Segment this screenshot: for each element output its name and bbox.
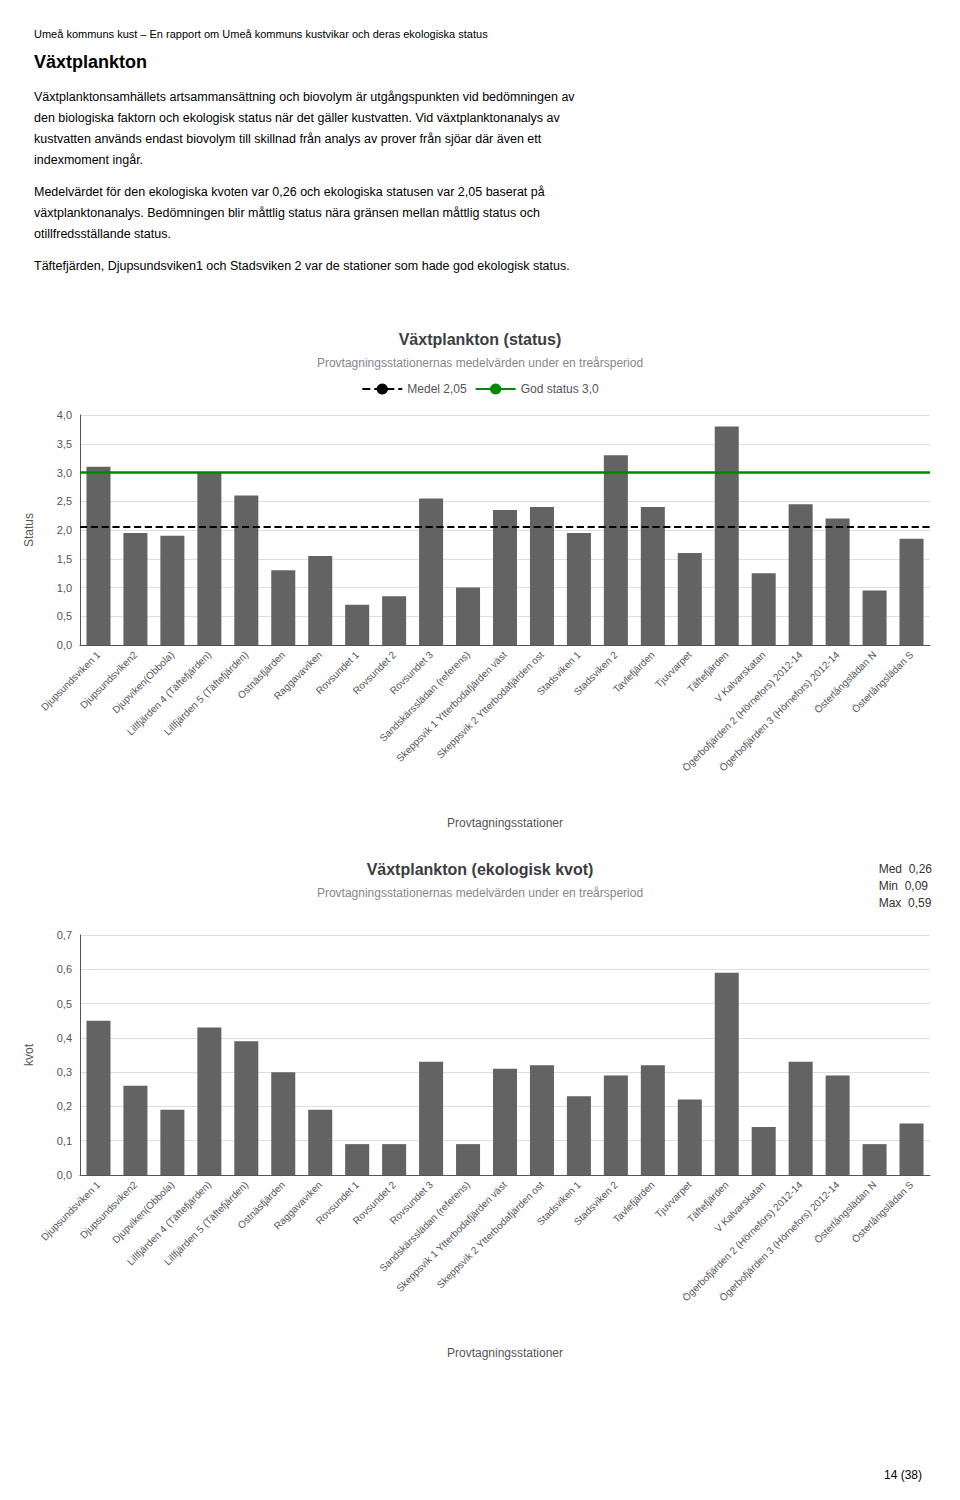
- html-text:indexmoment ingår.: indexmoment ingår.: [34, 153, 144, 167]
- svg-text:Rovsundet 3: Rovsundet 3: [387, 1179, 435, 1227]
- svg-text:Provtagningsstationer: Provtagningsstationer: [447, 1346, 563, 1360]
- svg-text:2,5: 2,5: [57, 495, 72, 507]
- svg-text:Ögerbofjärden 2 (Hörnefors) 20: Ögerbofjärden 2 (Hörnefors) 2012-14: [680, 1179, 805, 1304]
- svg-text:V Kalvarskatan: V Kalvarskatan: [712, 1179, 768, 1235]
- svg-text:Skeppsvik 1 Ytterbodafjärden v: Skeppsvik 1 Ytterbodafjärden väst: [394, 1179, 509, 1294]
- svg-text:0,5: 0,5: [57, 998, 72, 1010]
- svg-text:Österlångslädan S: Österlångslädan S: [850, 649, 916, 715]
- svg-text:4,0: 4,0: [57, 409, 72, 421]
- svg-text:Ostnäsfjärden: Ostnäsfjärden: [235, 1179, 288, 1231]
- svg-text:Sandskärsslädan (referens): Sandskärsslädan (referens): [377, 1179, 472, 1274]
- html-text:14 (38): 14 (38): [884, 1468, 922, 1482]
- svg-text:Djupsundsviken2: Djupsundsviken2: [77, 649, 140, 711]
- svg-text:Skeppsvik 1 Ytterbodafjärden v: Skeppsvik 1 Ytterbodafjärden väst: [394, 649, 509, 764]
- svg-text:Max 0,59: Max 0,59: [879, 896, 932, 910]
- svg-text:Rovsundet 2: Rovsundet 2: [350, 1179, 398, 1227]
- svg-text:0,5: 0,5: [57, 610, 72, 622]
- svg-text:Ögerbofjärden 2 (Hörnefors) 20: Ögerbofjärden 2 (Hörnefors) 2012-14: [680, 649, 805, 774]
- svg-text:0,6: 0,6: [57, 963, 72, 975]
- html-text:Växtplankton: Växtplankton: [34, 52, 147, 72]
- html-text:växtplanktonanalys. Bedömninge: växtplanktonanalys. Bedömningen blir måt…: [34, 206, 540, 220]
- svg-text:Tjuvvarpet: Tjuvvarpet: [652, 1179, 694, 1220]
- svg-text:Tjuvvarpet: Tjuvvarpet: [652, 649, 694, 690]
- svg-text:Ögerbofjärden 3 (Hörnefors) 20: Ögerbofjärden 3 (Hörnefors) 2012-14: [717, 1179, 842, 1304]
- svg-text:Min 0,09: Min 0,09: [879, 879, 929, 893]
- svg-text:3,5: 3,5: [57, 438, 72, 450]
- svg-text:Växtplankton (ekologisk kvot): Växtplankton (ekologisk kvot): [367, 861, 594, 878]
- html-text:Umeå kommuns kust – En rapport: Umeå kommuns kust – En rapport om Umeå k…: [34, 28, 488, 40]
- svg-text:Djupviken(Obbola): Djupviken(Obbola): [110, 1179, 176, 1245]
- svg-text:Österlångslädan N: Österlångslädan N: [812, 649, 878, 715]
- svg-text:Ögerbofjärden 3 (Hörnefors) 20: Ögerbofjärden 3 (Hörnefors) 2012-14: [717, 649, 842, 774]
- html-text:Växtplanktonsamhällets artsamm: Växtplanktonsamhällets artsammansättning…: [34, 90, 575, 104]
- svg-text:Stadsviken 1: Stadsviken 1: [534, 649, 583, 698]
- svg-text:Österlångslädan N: Österlångslädan N: [812, 1179, 878, 1245]
- svg-text:1,5: 1,5: [57, 553, 72, 565]
- svg-text:Djupsundsviken 1: Djupsundsviken 1: [38, 649, 103, 713]
- svg-text:Täftefjärden: Täftefjärden: [685, 1179, 731, 1225]
- svg-text:Djupsundsviken 1: Djupsundsviken 1: [38, 1179, 103, 1243]
- svg-text:2,0: 2,0: [57, 524, 72, 536]
- svg-text:Provtagningsstationernas medel: Provtagningsstationernas medelvärden und…: [317, 356, 643, 370]
- svg-text:God status 3,0: God status 3,0: [521, 382, 599, 396]
- html-text:den biologiska faktorn och eko: den biologiska faktorn och ekologisk sta…: [34, 111, 560, 125]
- svg-text:0,1: 0,1: [57, 1135, 72, 1147]
- svg-text:Rovsundet 1: Rovsundet 1: [313, 1179, 362, 1227]
- svg-text:V Kalvarskatan: V Kalvarskatan: [712, 649, 768, 705]
- svg-text:Med 0,26: Med 0,26: [879, 862, 933, 876]
- svg-text:0,4: 0,4: [57, 1032, 72, 1044]
- svg-text:kvot: kvot: [22, 1043, 36, 1066]
- svg-text:Stadsviken 1: Stadsviken 1: [534, 1179, 583, 1228]
- svg-text:0,7: 0,7: [57, 929, 72, 941]
- svg-text:Raggavaviken: Raggavaviken: [272, 1179, 325, 1232]
- svg-text:Provtagningsstationernas medel: Provtagningsstationernas medelvärden und…: [317, 886, 643, 900]
- svg-text:Rovsundet 3: Rovsundet 3: [387, 649, 435, 697]
- svg-text:1,0: 1,0: [57, 582, 72, 594]
- svg-text:Lillfjärden 4 (Täftefjärden): Lillfjärden 4 (Täftefjärden): [125, 1179, 214, 1268]
- svg-text:Lillfjärden 5 (Täftefjärden): Lillfjärden 5 (Täftefjärden): [162, 649, 251, 738]
- svg-text:Stadsviken 2: Stadsviken 2: [571, 649, 620, 698]
- svg-text:Stadsviken 2: Stadsviken 2: [571, 1179, 620, 1228]
- html-text:Täftefjärden, Djupsundsviken1: Täftefjärden, Djupsundsviken1 och Stadsv…: [34, 259, 570, 273]
- svg-text:Täftefjärden: Täftefjärden: [685, 649, 731, 695]
- html-text:otillfredsställande status.: otillfredsställande status.: [34, 227, 171, 241]
- svg-text:Rovsundet 1: Rovsundet 1: [313, 649, 362, 697]
- svg-text:Djupsundsviken2: Djupsundsviken2: [77, 1179, 140, 1241]
- svg-text:Lillfjärden 4 (Täftefjärden): Lillfjärden 4 (Täftefjärden): [125, 649, 214, 738]
- svg-text:Raggavaviken: Raggavaviken: [272, 649, 325, 702]
- svg-text:Rovsundet 2: Rovsundet 2: [350, 649, 398, 697]
- svg-text:Skeppsvik 2 Ytterbodafjärden o: Skeppsvik 2 Ytterbodafjärden ost: [435, 649, 546, 760]
- svg-text:0,3: 0,3: [57, 1066, 72, 1078]
- html-text:Medelvärdet för den ekologiska: Medelvärdet för den ekologiska kvoten va…: [34, 185, 545, 199]
- svg-text:Djupviken(Obbola): Djupviken(Obbola): [110, 649, 176, 715]
- svg-text:Provtagningsstationer: Provtagningsstationer: [447, 816, 563, 830]
- svg-text:Österlångslädan S: Österlångslädan S: [850, 1179, 916, 1245]
- svg-text:3,0: 3,0: [57, 467, 72, 479]
- svg-text:Status: Status: [22, 513, 36, 547]
- svg-text:Sandskärsslädan (referens): Sandskärsslädan (referens): [377, 649, 472, 744]
- svg-text:Tavlefjärden: Tavlefjärden: [611, 649, 657, 695]
- svg-text:Tavlefjärden: Tavlefjärden: [611, 1179, 657, 1225]
- svg-text:0,0: 0,0: [57, 639, 72, 651]
- html-text:kustvatten används endast biov: kustvatten används endast biovolym till …: [34, 132, 542, 146]
- svg-text:Ostnäsfjärden: Ostnäsfjärden: [235, 649, 288, 701]
- svg-text:0,0: 0,0: [57, 1169, 72, 1181]
- svg-text:Lillfjärden 5 (Täftefjärden): Lillfjärden 5 (Täftefjärden): [162, 1179, 251, 1268]
- svg-text:Växtplankton (status): Växtplankton (status): [399, 331, 562, 348]
- svg-text:0,2: 0,2: [57, 1100, 72, 1112]
- svg-text:Skeppsvik 2 Ytterbodafjärden o: Skeppsvik 2 Ytterbodafjärden ost: [435, 1179, 546, 1290]
- svg-text:Medel 2,05: Medel 2,05: [407, 382, 467, 396]
